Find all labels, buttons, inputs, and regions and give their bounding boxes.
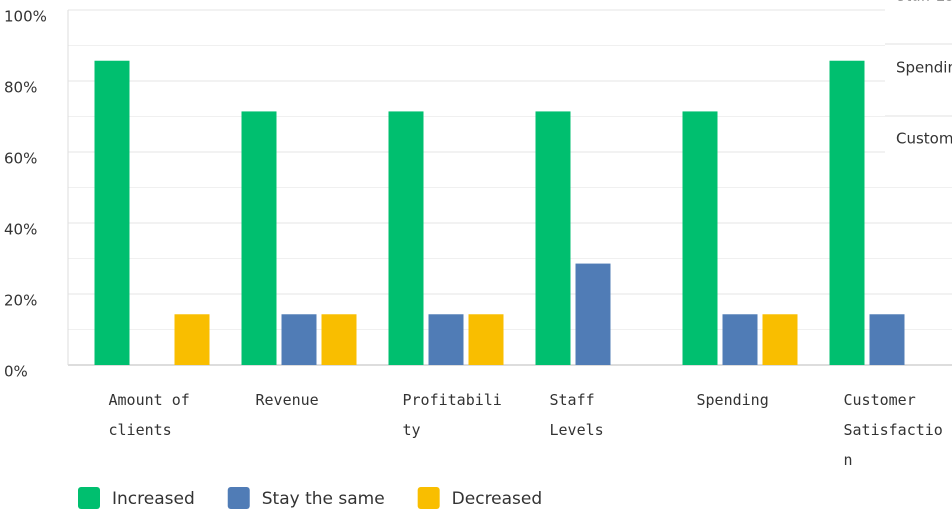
x-tick-label-line: Spending bbox=[697, 391, 769, 409]
x-tick-label-line: Profitabili bbox=[403, 391, 502, 409]
bar bbox=[682, 111, 718, 366]
bar bbox=[94, 60, 130, 366]
legend-label: Increased bbox=[112, 489, 195, 509]
x-tick-label-line: clients bbox=[109, 421, 172, 439]
x-tick-label: Spending bbox=[697, 391, 769, 409]
table-cell: Spending bbox=[896, 59, 952, 77]
x-tick-label: Profitabili ty bbox=[403, 391, 502, 439]
bar bbox=[829, 60, 865, 366]
x-tick-label-line: n bbox=[844, 451, 853, 469]
bar bbox=[869, 314, 905, 365]
x-tick-label: Revenue bbox=[256, 391, 319, 409]
bar bbox=[174, 314, 210, 365]
x-tick-label: Staff Levels bbox=[550, 391, 604, 439]
bar bbox=[762, 314, 798, 365]
bar bbox=[722, 314, 758, 365]
table-cell: Staff Levels bbox=[896, 0, 952, 5]
x-tick-label-line: Amount of bbox=[109, 391, 190, 409]
legend-item: Stay the same bbox=[227, 487, 385, 509]
x-tick-label-line: Staff bbox=[550, 391, 595, 409]
x-tick-label: Customer Satisfactio n bbox=[844, 391, 943, 469]
legend-label: Decreased bbox=[452, 489, 543, 509]
legend-item: Increased bbox=[78, 487, 195, 509]
bar bbox=[241, 111, 277, 366]
legend-label: Stay the same bbox=[262, 489, 385, 509]
hover-table bbox=[885, 0, 952, 180]
x-tick-label-line: Customer bbox=[844, 391, 916, 409]
legend-swatch bbox=[227, 487, 250, 509]
y-tick-label: 20% bbox=[4, 292, 37, 310]
bar bbox=[428, 314, 464, 365]
bar bbox=[388, 111, 424, 366]
legend-swatch bbox=[78, 487, 100, 509]
x-tick-label-line: Satisfactio bbox=[844, 421, 943, 439]
bar bbox=[281, 314, 317, 365]
bar bbox=[575, 263, 611, 365]
y-tick-label: 60% bbox=[4, 150, 37, 168]
y-tick-label: 40% bbox=[4, 221, 37, 239]
bar bbox=[468, 314, 504, 365]
bar bbox=[535, 111, 571, 366]
legend-swatch bbox=[417, 487, 440, 509]
y-tick-label: 0% bbox=[4, 363, 28, 381]
y-tick-label: 100% bbox=[4, 8, 47, 26]
y-tick-label: 80% bbox=[4, 79, 37, 97]
legend-item: Decreased bbox=[417, 487, 543, 509]
x-tick-label-line: Levels bbox=[550, 421, 604, 439]
x-tick-label: Amount of clients bbox=[109, 391, 190, 439]
x-tick-label-line: Revenue bbox=[256, 391, 319, 409]
bar bbox=[321, 314, 357, 365]
x-tick-label-line: ty bbox=[403, 421, 421, 439]
